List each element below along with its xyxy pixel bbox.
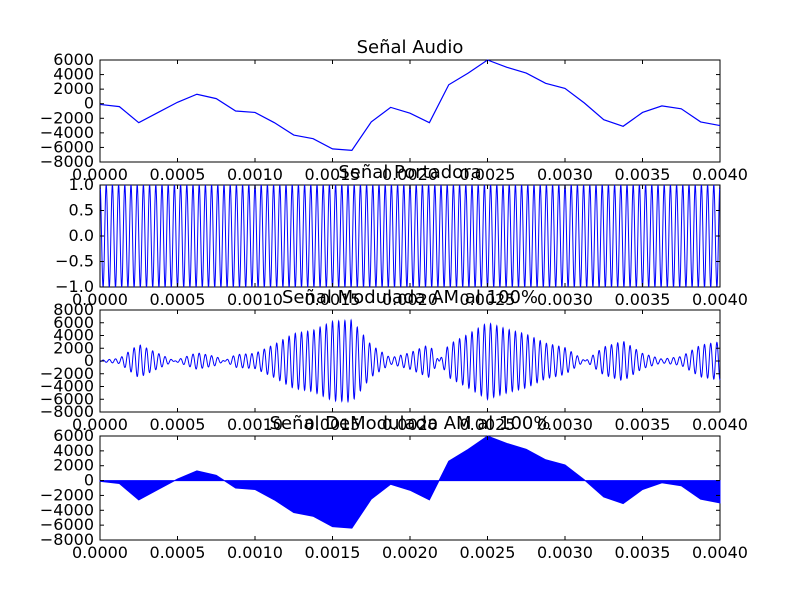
y-tick-label: 2000 (53, 338, 94, 357)
x-tick-label: 0.0035 (615, 290, 671, 309)
axes-frame-modulated (99, 309, 721, 413)
x-tick-label: 0.0000 (72, 165, 128, 184)
y-tick-label: −4000 (40, 377, 94, 396)
y-tick-label: −8000 (40, 402, 94, 421)
x-tick-label: 0.0015 (305, 543, 361, 562)
axes-frame-carrier (99, 184, 721, 288)
x-tick-label: 0.0040 (692, 415, 748, 434)
x-tick-label: 0.0010 (227, 165, 283, 184)
x-tick-label: 0.0020 (382, 290, 438, 309)
y-tick-label: 4000 (53, 65, 94, 84)
x-tick-label: 0.0010 (227, 415, 283, 434)
chart-title-demodulated: Señal DeModulada AM al 100% (270, 413, 551, 434)
x-tick-label: 0.0005 (150, 415, 206, 434)
chart-title-carrier: Señal Portadora (338, 162, 481, 183)
x-tick-label: 0.0020 (382, 415, 438, 434)
x-tick-label: 0.0020 (382, 165, 438, 184)
series-line-audio (99, 59, 721, 151)
y-tick-label: −6000 (40, 515, 94, 534)
x-tick-label: 0.0035 (615, 415, 671, 434)
x-tick-label: 0.0030 (537, 165, 593, 184)
y-tick-label: 6000 (53, 50, 94, 69)
y-tick-label: −4000 (40, 123, 94, 142)
x-tick-label: 0.0005 (150, 543, 206, 562)
x-tick-label: 0.0025 (460, 415, 516, 434)
series-layer-modulated (100, 318, 721, 404)
x-tick-label: 0.0035 (615, 165, 671, 184)
series-area-demodulated (99, 435, 721, 529)
y-tick-label: 0.0 (69, 226, 94, 245)
y-tick-label: 2000 (53, 79, 94, 98)
x-tick-label: 0.0000 (72, 543, 128, 562)
subplot-modulated: 0.0000 0.0005 0.0010 0.0015 0.0020 0.0025 0.00… (40, 287, 748, 434)
y-tick-label: 2000 (53, 456, 94, 475)
x-tick-label: 0.0030 (537, 543, 593, 562)
x-tick-label: 0.0015 (305, 165, 361, 184)
subplot-carrier: 0.0000 0.0005 0.0010 0.0015 0.0020 0.0025 0.00… (55, 162, 748, 309)
y-tick-label: 6000 (53, 313, 94, 332)
x-tick-label: 0.0010 (227, 543, 283, 562)
chart-title-modulated: Señal Modulada AM al 100% (282, 287, 538, 308)
y-tick-label: −0.5 (55, 252, 94, 271)
x-tick-label: 0.0040 (692, 290, 748, 309)
x-tick-label: 0.0005 (150, 290, 206, 309)
series-layer-demodulated (99, 435, 721, 529)
ticks-layer-modulated: 0.0000 0.0005 0.0010 0.0015 0.0020 0.0025 0.00… (40, 300, 748, 434)
x-tick-label: 0.0040 (692, 165, 748, 184)
x-tick-label: 0.0025 (460, 165, 516, 184)
y-tick-label: −8000 (40, 152, 94, 171)
y-tick-label: 1.0 (69, 175, 94, 194)
axes-frame-audio (99, 59, 721, 163)
y-tick-label: 0 (84, 471, 94, 490)
subplot-audio: 0.0000 0.0005 0.0010 0.0015 0.0020 0.0025 0.00… (40, 37, 748, 184)
x-tick-label: 0.0025 (460, 543, 516, 562)
x-tick-label: 0.0015 (305, 290, 361, 309)
y-tick-label: 4000 (53, 326, 94, 345)
y-tick-label: −4000 (40, 500, 94, 519)
y-tick-label: −6000 (40, 137, 94, 156)
x-tick-label: 0.0005 (150, 165, 206, 184)
y-tick-label: 4000 (53, 441, 94, 460)
x-tick-label: 0.0030 (537, 415, 593, 434)
x-tick-label: 0.0015 (305, 415, 361, 434)
x-tick-label: 0.0020 (382, 543, 438, 562)
y-tick-label: −1.0 (55, 277, 94, 296)
chart-title-audio: Señal Audio (357, 37, 464, 58)
x-tick-label: 0.0025 (460, 290, 516, 309)
ticks-layer-demodulated: 0.0000 0.0005 0.0010 0.0015 0.0020 0.0025 0.00… (40, 426, 748, 562)
y-tick-label: 0 (84, 94, 94, 113)
series-layer-audio (99, 59, 721, 151)
y-tick-label: −2000 (40, 108, 94, 127)
y-tick-label: −2000 (40, 485, 94, 504)
x-tick-label: 0.0035 (615, 543, 671, 562)
y-tick-label: −8000 (40, 530, 94, 549)
x-tick-label: 0.0030 (537, 290, 593, 309)
x-tick-label: 0.0040 (692, 543, 748, 562)
y-tick-label: 0 (84, 351, 94, 370)
subplot-demodulated: 0.0000 0.0005 0.0010 0.0015 0.0020 0.0025 0.00… (40, 413, 748, 562)
ticks-layer-audio: 0.0000 0.0005 0.0010 0.0015 0.0020 0.0025 0.00… (40, 50, 748, 184)
y-tick-label: 6000 (53, 426, 94, 445)
y-tick-label: 0.5 (69, 201, 94, 220)
x-tick-label: 0.0010 (227, 290, 283, 309)
y-tick-label: 8000 (53, 300, 94, 319)
x-tick-label: 0.0000 (72, 415, 128, 434)
y-tick-label: −6000 (40, 389, 94, 408)
ticks-layer-carrier: 0.0000 0.0005 0.0010 0.0015 0.0020 0.0025 0.00… (55, 175, 748, 309)
x-tick-label: 0.0000 (72, 290, 128, 309)
y-tick-label: −2000 (40, 364, 94, 383)
series-line-modulated (100, 318, 721, 404)
